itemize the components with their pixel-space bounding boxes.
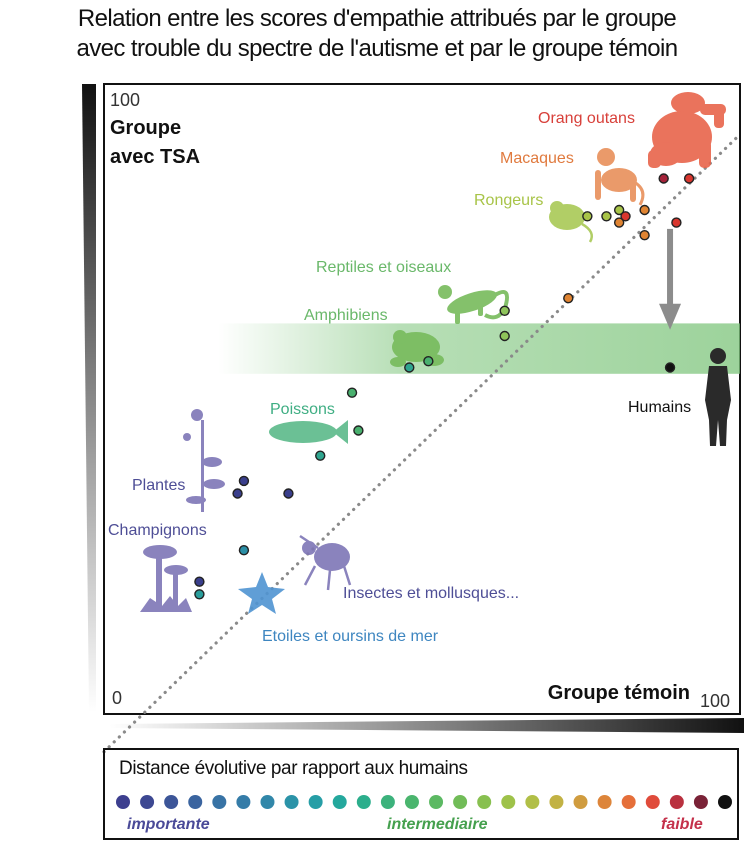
legend-color-dot: [477, 795, 492, 809]
downward-arrow: [659, 228, 682, 330]
legend-color-dot: [718, 795, 732, 809]
category-label: Rongeurs: [474, 192, 543, 209]
legend-color-dot: [164, 795, 179, 809]
origin-label: 0: [112, 688, 122, 708]
data-point: [315, 450, 326, 461]
category-label: Orang outans: [538, 110, 635, 127]
human-icon: [705, 348, 731, 446]
plant-icon: [183, 409, 225, 512]
data-point: [658, 173, 669, 184]
legend-color-dot: [284, 795, 299, 809]
data-point: [194, 576, 205, 587]
data-points: [194, 173, 695, 600]
legend-color-dot: [332, 795, 347, 809]
category-label: Insectes et mollusques...: [343, 585, 519, 602]
chart-title-line-2: avec trouble du spectre de l'autisme et …: [76, 35, 679, 62]
legend-color-dot: [188, 795, 203, 809]
legend-color-dot: [573, 795, 588, 809]
legend-color-dot: [140, 795, 155, 809]
data-point: [499, 330, 510, 342]
data-point: [671, 217, 682, 228]
x-axis-max-label: 100: [700, 691, 730, 711]
data-point: [404, 362, 415, 373]
color-legend: Distance évolutive par rapport aux humai…: [103, 748, 739, 840]
data-point: [639, 229, 650, 241]
data-point: [238, 475, 250, 487]
fish-icon: [269, 420, 348, 444]
category-label: Etoiles et oursins de mer: [262, 628, 439, 645]
frog-icon: [390, 330, 444, 367]
data-point: [353, 425, 364, 436]
x-axis-label: Groupe témoin: [548, 682, 690, 704]
legend-color-dot: [693, 795, 708, 809]
legend-color-scale: [116, 795, 732, 809]
mushroom-icon: [140, 545, 192, 612]
y-axis-gradient-bar: [82, 84, 96, 712]
data-point: [194, 589, 205, 600]
data-point: [620, 211, 631, 222]
legend-color-dot: [525, 795, 540, 809]
y-axis-max-label: 100: [110, 90, 140, 110]
y-axis-label-line-2: avec TSA: [110, 146, 200, 168]
category-label: Plantes: [132, 477, 185, 494]
category-label: Humains: [628, 399, 691, 416]
legend-color-dot: [380, 795, 395, 809]
legend-color-dot: [212, 795, 227, 809]
category-label: Poissons: [270, 401, 335, 418]
legend-color-dot: [549, 795, 564, 809]
data-point: [582, 211, 593, 222]
data-point: [423, 356, 434, 367]
data-point: [664, 362, 676, 373]
data-point: [346, 387, 358, 398]
chart-title: Relation entre les scores d'empathie att…: [0, 4, 754, 64]
x-axis-gradient-bar: [110, 718, 744, 733]
legend-color-dot: [404, 795, 419, 809]
category-label: Reptiles et oiseaux: [316, 259, 451, 276]
category-label: Macaques: [500, 150, 574, 167]
legend-title: Distance évolutive par rapport aux humai…: [119, 758, 468, 779]
macaque-icon: [595, 148, 645, 206]
data-point: [232, 488, 243, 499]
legend-color-dot: [116, 795, 130, 809]
data-point: [563, 293, 574, 304]
legend-label-low: faible: [661, 816, 703, 833]
humans-highlight-band: [218, 323, 741, 374]
data-point: [499, 305, 510, 316]
legend-color-dot: [356, 795, 371, 809]
legend-color-dot: [453, 795, 468, 809]
category-label: Champignons: [108, 522, 207, 539]
legend-color-dot: [501, 795, 516, 809]
legend-label-important: importante: [127, 816, 210, 833]
data-point: [238, 545, 250, 556]
data-point: [639, 204, 650, 216]
legend-color-dot: [669, 795, 684, 809]
insect-icon: [299, 534, 352, 591]
data-point: [613, 217, 625, 228]
data-point: [283, 488, 294, 499]
identity-diagonal-line: [102, 132, 742, 754]
y-axis-label-line-1: Groupe: [110, 117, 181, 139]
rodent-icon: [549, 201, 593, 243]
legend-color-dot: [308, 795, 323, 809]
starfish-icon: [238, 572, 285, 614]
legend-color-dot: [621, 795, 636, 809]
legend-color-dot: [236, 795, 251, 809]
legend-color-dot: [645, 795, 660, 809]
legend-color-dot: [597, 795, 612, 809]
category-labels: Orang outans Macaques Rongeurs Reptiles et …: [108, 110, 691, 645]
data-point: [683, 173, 695, 184]
category-label: Amphibiens: [304, 307, 388, 324]
data-point: [613, 204, 625, 216]
legend-color-dot: [429, 795, 444, 809]
legend-color-dot: [260, 795, 275, 809]
legend-label-intermediate: intermediaire: [387, 816, 488, 833]
data-point: [601, 211, 612, 222]
orangutan-icon: [648, 92, 726, 168]
chart-title-line-1: Relation entre les scores d'empathie att…: [77, 5, 677, 32]
